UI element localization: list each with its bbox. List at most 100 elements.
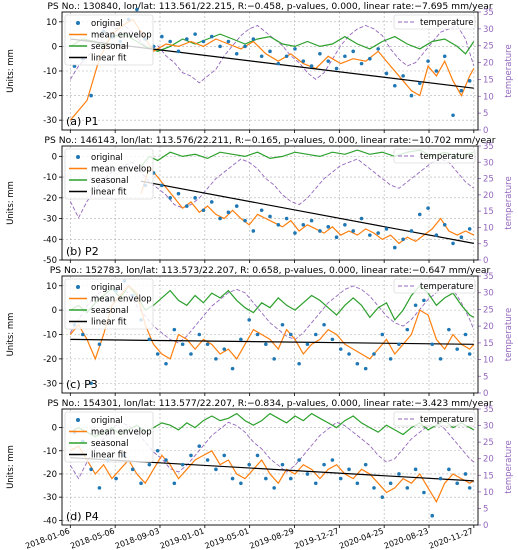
original-point (442, 54, 447, 59)
y2-tick-label: 30 (483, 422, 494, 432)
original-point (185, 204, 189, 208)
original-point (347, 467, 351, 472)
plot-frame (61, 11, 479, 131)
panel-1: PS No.: 130840, lon/lat: 113.561/22.215,… (6, 1, 514, 136)
original-point (214, 357, 218, 361)
temperature-legend-box (393, 148, 476, 164)
original-point (355, 361, 360, 366)
original-point (442, 222, 447, 227)
y-tick-label: -10 (43, 331, 57, 341)
original-point (276, 61, 281, 66)
original-point (155, 448, 160, 453)
shared-x-axis: 2018-01-062018-05-062018-09-032019-01-01… (24, 526, 474, 550)
original-point (467, 486, 472, 490)
panel-3: PS No.: 152783, lon/lat: 113.573/22.207,… (6, 265, 514, 399)
original-point (401, 74, 405, 78)
y-axis-label: Units: mm (6, 49, 16, 93)
original-point (193, 196, 197, 200)
original-point (313, 332, 318, 337)
y2-tick-label: 15 (483, 339, 494, 349)
original-point (467, 352, 472, 356)
original-point (251, 229, 256, 233)
y-tick-label: -20 (43, 355, 57, 365)
original-point (268, 214, 272, 219)
original-point (289, 332, 293, 337)
original-point (135, 7, 139, 12)
legend-marker-original (76, 418, 80, 422)
original-point (338, 347, 343, 351)
y-tick-label: -10 (43, 447, 57, 457)
linear-fit-line (140, 180, 474, 244)
original-point (272, 357, 276, 361)
legend-label-original: original (91, 416, 123, 426)
panel-label: (b) P2 (66, 245, 99, 258)
x-tick-label: 2018-01-06 (24, 526, 71, 550)
original-point (259, 54, 264, 59)
original-point (330, 337, 335, 342)
original-point (326, 59, 331, 63)
original-point (405, 486, 410, 490)
original-point (334, 66, 339, 71)
original-point (467, 227, 472, 231)
original-point (368, 56, 372, 61)
original-point (155, 352, 160, 356)
y-tick-label: 0 (52, 424, 57, 434)
y2-tick-label: 5 (483, 109, 488, 119)
original-point (164, 458, 168, 462)
original-point (393, 83, 397, 88)
original-point (205, 458, 210, 462)
original-point (309, 64, 314, 68)
panel-title: PS No.: 154301, lon/lat: 113.577/22.207,… (47, 398, 493, 409)
plot-frame (61, 145, 479, 261)
original-point (185, 37, 189, 41)
original-point (372, 352, 376, 356)
original-point (451, 113, 455, 118)
y2-tick-label: 35 (483, 405, 494, 415)
legend-marker-original (76, 21, 80, 25)
legend-marker-original (76, 285, 80, 289)
panel-2: PS No.: 146143, lon/lat: 113.576/22.211,… (6, 135, 514, 266)
y-tick-label: 0 (52, 42, 57, 52)
original-point (255, 332, 260, 337)
y2-axis-label: temperature (504, 176, 514, 229)
original-point (305, 342, 310, 347)
original-point (426, 206, 430, 210)
original-point (222, 453, 227, 458)
y-tick-label: -50 (43, 256, 57, 266)
original-point (359, 216, 364, 221)
original-point (293, 231, 297, 235)
original-point (417, 212, 422, 217)
y2-tick-label: 10 (483, 223, 494, 233)
y-tick-label: -30 (43, 116, 57, 126)
original-point (384, 71, 389, 76)
original-point (363, 366, 368, 371)
original-point (81, 332, 85, 337)
original-point (434, 69, 439, 73)
y2-axis-label: temperature (504, 44, 514, 97)
original-point (259, 208, 264, 213)
original-point (205, 342, 210, 347)
y2-tick-label: 30 (483, 289, 494, 299)
y2-tick-label: 15 (483, 471, 494, 481)
y2-tick-label: 20 (483, 191, 494, 201)
original-point (243, 218, 247, 223)
y-tick-label: -10 (43, 173, 57, 183)
original-point (293, 47, 297, 51)
y-axis-label: Units: mm (6, 181, 16, 225)
original-point (455, 347, 460, 351)
original-point (230, 366, 235, 371)
original-point (234, 51, 239, 56)
original-point (334, 235, 339, 239)
original-point (318, 51, 322, 56)
original-point (147, 337, 152, 342)
temperature-legend-box (393, 14, 476, 30)
x-tick-label: 2019-08-29 (248, 526, 295, 550)
original-point (264, 342, 268, 347)
original-point (139, 481, 143, 486)
legend-box (64, 278, 154, 330)
temperature-legend-label: temperature (420, 18, 473, 28)
x-tick-label: 2020-04-25 (338, 526, 385, 550)
y2-tick-label: 35 (483, 142, 494, 152)
